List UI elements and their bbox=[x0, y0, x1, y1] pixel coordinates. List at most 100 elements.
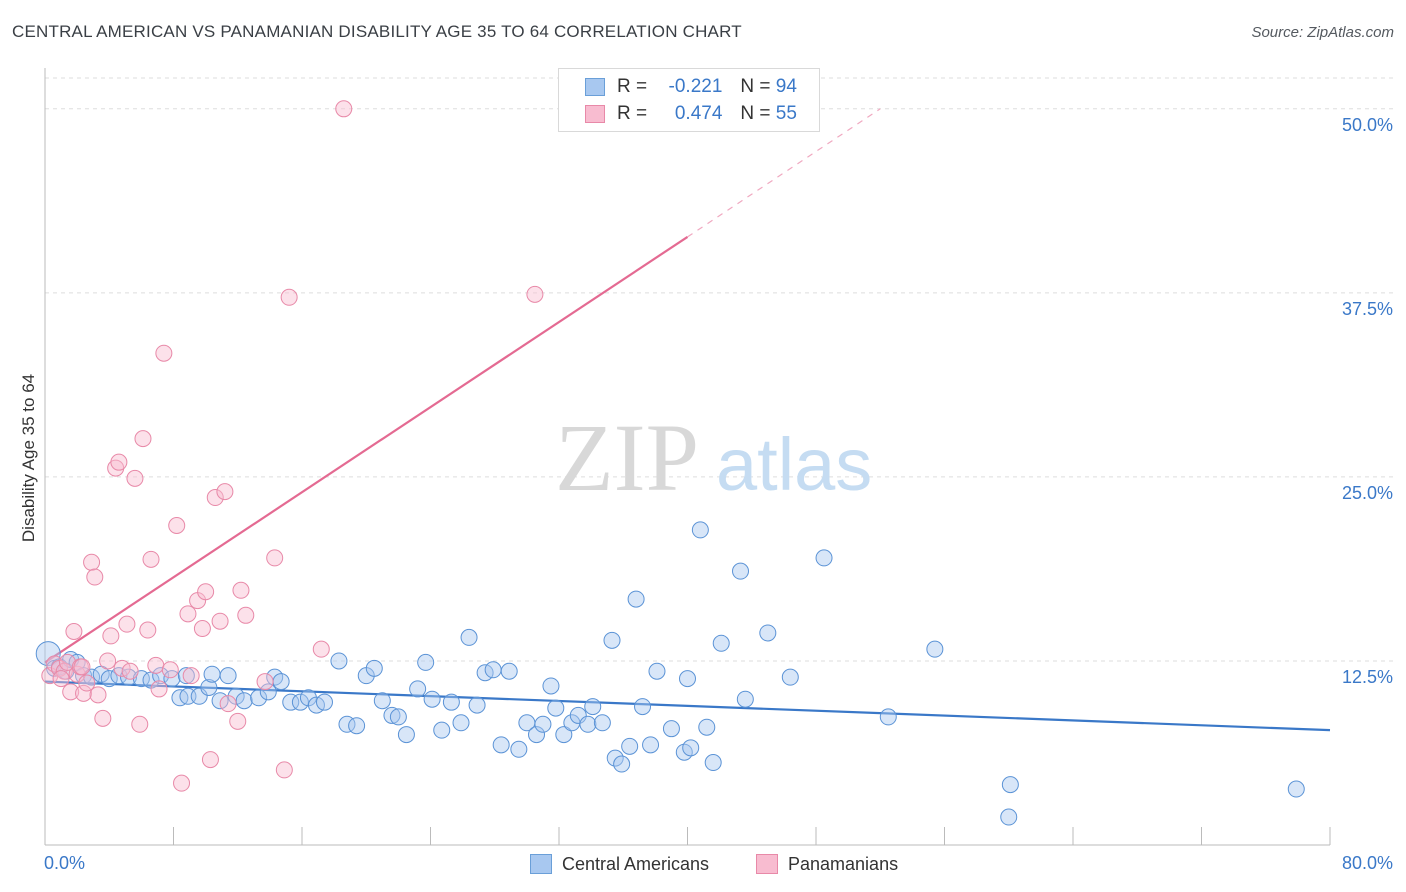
point-panamanians bbox=[168, 516, 186, 534]
point-panamanians bbox=[193, 620, 211, 638]
y-tick-label: 37.5% bbox=[1342, 299, 1393, 319]
point-central-americans bbox=[682, 739, 700, 757]
point-central-americans bbox=[330, 652, 348, 670]
x-tick-label: 0.0% bbox=[44, 853, 85, 873]
point-panamanians bbox=[161, 661, 179, 679]
legend-n-label: N = bbox=[740, 103, 771, 124]
point-panamanians bbox=[126, 469, 144, 487]
point-panamanians bbox=[335, 100, 353, 118]
point-central-americans bbox=[1287, 780, 1305, 798]
bottom-legend-swatch-pink bbox=[756, 854, 778, 874]
point-central-americans bbox=[815, 549, 833, 567]
watermark-zip: ZIP bbox=[555, 404, 699, 511]
point-panamanians bbox=[312, 640, 330, 658]
point-panamanians bbox=[280, 288, 298, 306]
point-panamanians bbox=[52, 670, 70, 688]
point-central-americans bbox=[397, 726, 415, 744]
point-panamanians bbox=[266, 549, 284, 567]
point-central-americans bbox=[606, 749, 624, 767]
point-central-americans bbox=[235, 692, 253, 710]
point-central-americans bbox=[373, 692, 391, 710]
point-central-americans bbox=[383, 706, 401, 724]
point-central-americans bbox=[648, 662, 666, 680]
point-central-americans bbox=[542, 677, 560, 695]
point-panamanians bbox=[83, 553, 101, 571]
point-central-americans bbox=[120, 668, 138, 686]
point-central-americans bbox=[926, 640, 944, 658]
legend-n-value: 94 bbox=[775, 76, 797, 97]
point-panamanians bbox=[73, 658, 91, 676]
point-central-americans bbox=[736, 690, 754, 708]
point-panamanians bbox=[147, 656, 165, 674]
point-central-americans bbox=[35, 641, 61, 667]
point-central-americans bbox=[613, 755, 631, 773]
legend-swatch-blue bbox=[585, 78, 605, 96]
point-central-americans bbox=[500, 662, 518, 680]
point-panamanians bbox=[237, 606, 255, 624]
point-central-americans bbox=[315, 693, 333, 711]
point-central-americans bbox=[603, 631, 621, 649]
point-panamanians bbox=[75, 684, 93, 702]
point-panamanians bbox=[62, 683, 80, 701]
legend-swatch-pink bbox=[585, 105, 605, 123]
point-central-americans bbox=[409, 680, 427, 698]
point-central-americans bbox=[759, 624, 777, 642]
bottom-legend-swatch-blue bbox=[530, 854, 552, 874]
y-tick-label: 12.5% bbox=[1342, 667, 1393, 687]
point-central-americans bbox=[555, 726, 573, 744]
point-panamanians bbox=[229, 712, 247, 730]
point-central-americans bbox=[468, 696, 486, 714]
point-panamanians bbox=[78, 674, 96, 692]
point-central-americans bbox=[627, 590, 645, 608]
point-central-americans bbox=[621, 737, 639, 755]
point-central-americans bbox=[642, 736, 660, 754]
point-panamanians bbox=[526, 285, 544, 303]
point-central-americans bbox=[547, 699, 565, 717]
point-panamanians bbox=[201, 751, 219, 769]
point-central-americans bbox=[634, 698, 652, 716]
watermark: ZIP atlas bbox=[555, 404, 872, 511]
point-central-americans bbox=[492, 736, 510, 754]
point-central-americans bbox=[423, 690, 441, 708]
watermark-atlas: atlas bbox=[716, 423, 872, 506]
bottom-legend-panamanians: Panamanians bbox=[756, 852, 898, 876]
point-panamanians bbox=[182, 667, 200, 685]
legend-n-value: 55 bbox=[775, 103, 797, 124]
point-panamanians bbox=[89, 686, 107, 704]
data-points bbox=[35, 100, 1305, 826]
point-panamanians bbox=[118, 615, 136, 633]
point-panamanians bbox=[256, 673, 274, 691]
point-central-americans bbox=[291, 693, 309, 711]
point-central-americans bbox=[433, 721, 451, 739]
legend-row-central-americans: R = -0.221 N = 94 bbox=[585, 75, 797, 99]
point-central-americans bbox=[484, 661, 502, 679]
point-central-americans bbox=[712, 634, 730, 652]
trend-line-panamanians bbox=[44, 235, 689, 664]
point-panamanians bbox=[94, 709, 112, 727]
point-central-americans bbox=[781, 668, 799, 686]
point-central-americans bbox=[1000, 808, 1018, 826]
bottom-legend-label: Panamanians bbox=[788, 853, 899, 874]
point-panamanians bbox=[131, 715, 149, 733]
trend-line-panamanians-extension bbox=[687, 108, 881, 238]
point-central-americans bbox=[152, 667, 170, 685]
point-panamanians bbox=[197, 583, 215, 601]
point-panamanians bbox=[121, 662, 139, 680]
point-central-americans bbox=[200, 678, 218, 696]
point-panamanians bbox=[206, 489, 224, 507]
axes bbox=[44, 68, 1331, 846]
point-central-americans bbox=[219, 667, 237, 685]
point-panamanians bbox=[142, 550, 160, 568]
point-panamanians bbox=[232, 581, 250, 599]
point-panamanians bbox=[102, 627, 120, 645]
point-central-americans bbox=[569, 706, 587, 724]
grid-lines bbox=[45, 77, 1395, 662]
point-central-americans bbox=[100, 670, 118, 688]
axis-labels: 12.5% 25.0% 37.5% 50.0% 0.0% 80.0% Disability … bbox=[19, 115, 1393, 873]
y-axis-label: Disability Age 35 to 64 bbox=[19, 374, 38, 542]
point-central-americans bbox=[203, 665, 221, 683]
bottom-legend-label: Central Americans bbox=[562, 853, 710, 874]
point-central-americans bbox=[528, 726, 546, 744]
point-central-americans bbox=[662, 720, 680, 738]
